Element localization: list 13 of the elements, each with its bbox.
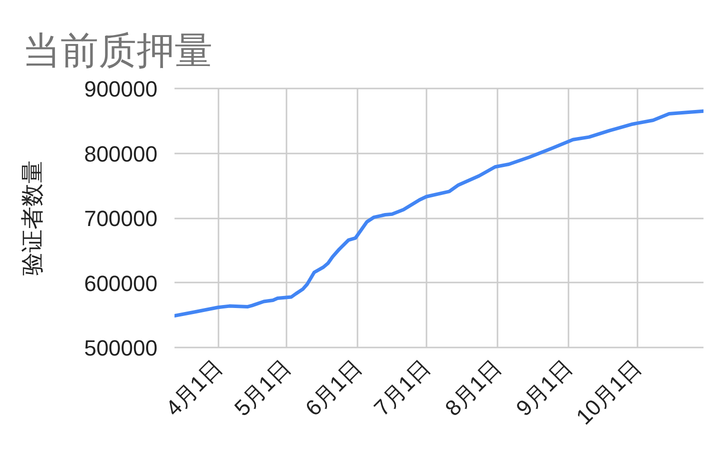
y-tick-label: 900000 [84,76,158,102]
y-tick-label: 600000 [84,270,158,296]
x-tick-label: 5月1日 [229,354,296,421]
x-tick-label: 7月1日 [369,354,436,421]
x-tick-label: 6月1日 [300,354,367,421]
x-tick-label: 4月1日 [160,354,227,421]
y-tick-label: 500000 [84,336,158,360]
line-series [174,109,704,318]
y-tick-label: 700000 [84,206,158,231]
chart-title: 当前质押量 [22,30,212,72]
y-tick-label: 800000 [84,141,158,166]
x-tick-label: 8月1日 [440,354,506,421]
y-axis-title: 验证者数量 [19,160,46,276]
